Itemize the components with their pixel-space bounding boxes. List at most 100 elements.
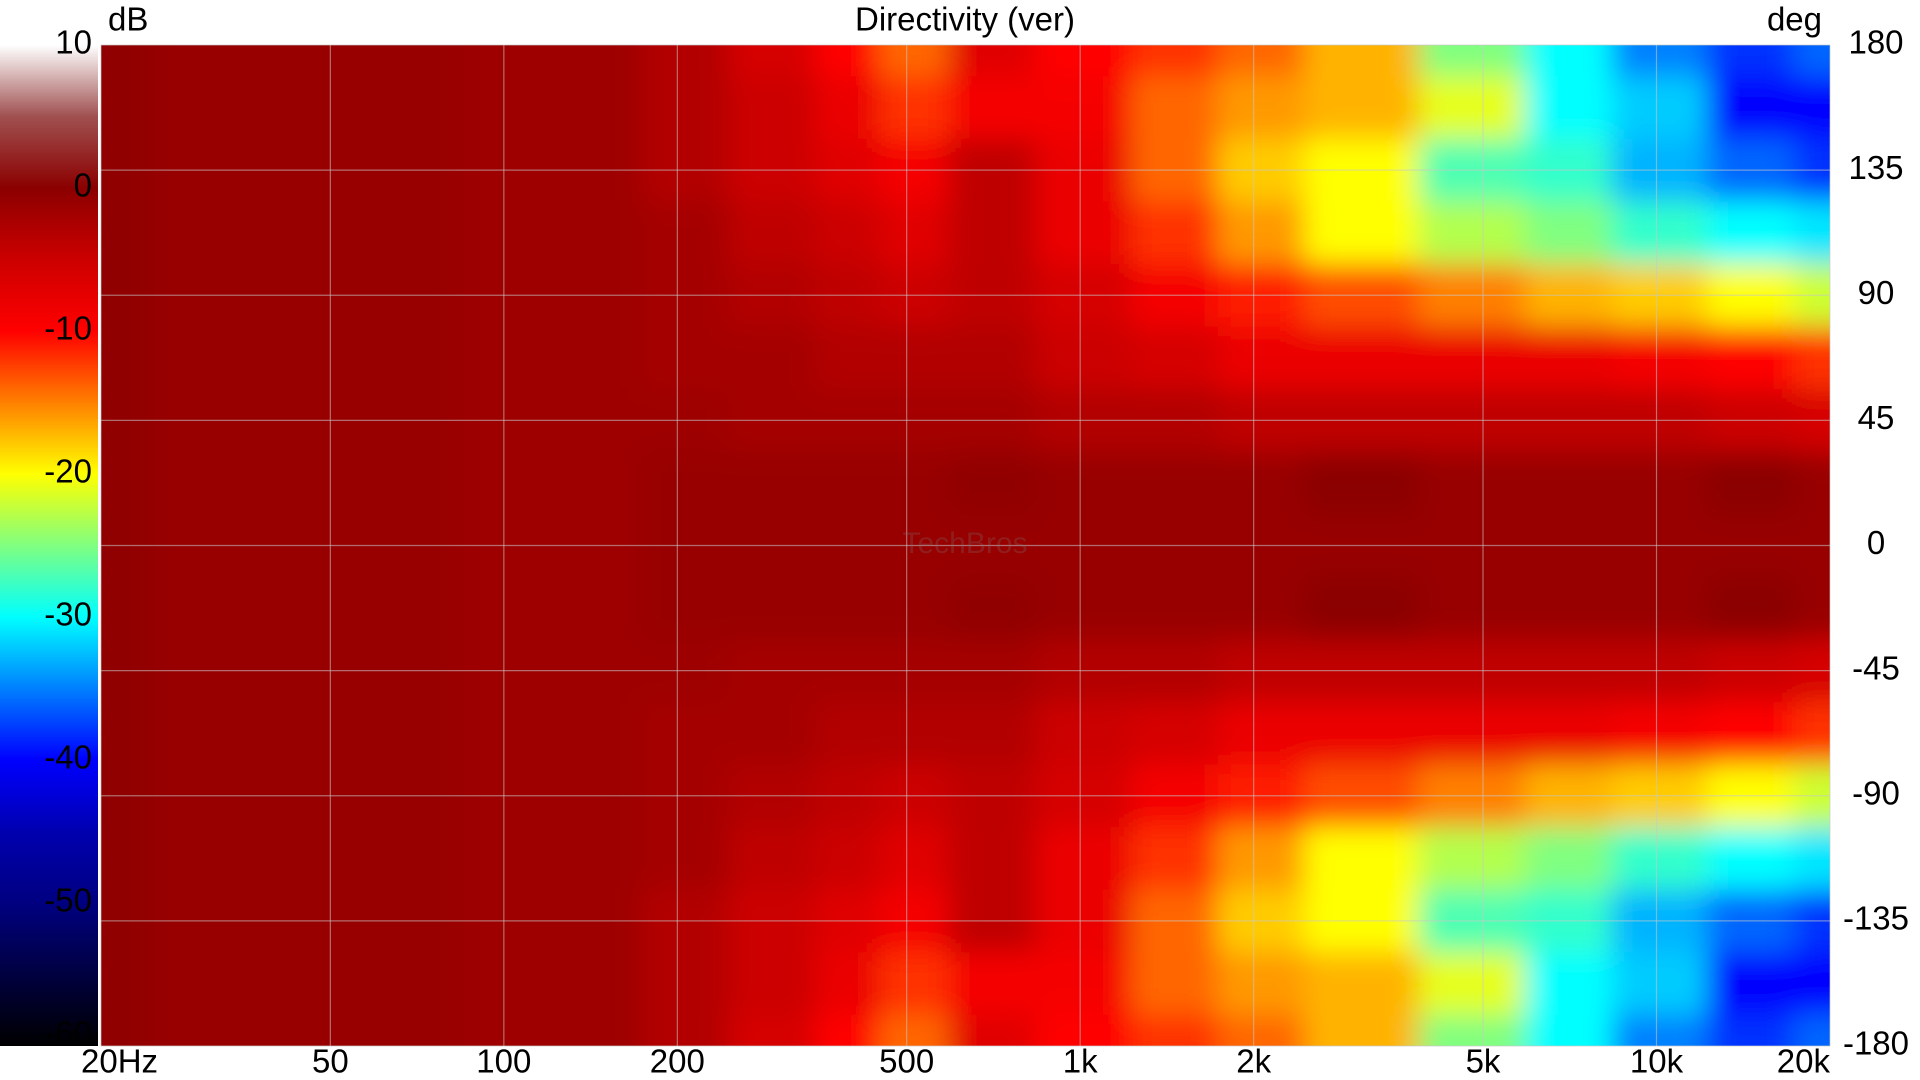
heatmap-cell [151, 76, 267, 140]
heatmap-cell [1130, 76, 1219, 140]
plot-area [101, 45, 1830, 1046]
heatmap-cell [1525, 451, 1613, 515]
heatmap-cell [266, 451, 373, 515]
heatmap-cell [459, 76, 556, 140]
heatmap-cell [1130, 45, 1219, 77]
heatmap-cell [1793, 45, 1830, 77]
heatmap-cell [641, 576, 729, 640]
heatmap-cell [814, 1014, 880, 1046]
heatmap-cell [878, 952, 950, 1016]
heatmap-cell [1707, 1014, 1795, 1046]
heatmap-cell [151, 827, 267, 891]
heatmap-cell [878, 45, 950, 77]
heatmap-cell [266, 45, 373, 77]
y-tick-label: -135 [1843, 900, 1909, 937]
heatmap-cell [728, 76, 816, 140]
heatmap-cell [1793, 827, 1830, 891]
heatmap-cell [948, 201, 1037, 265]
heatmap-cell [1525, 326, 1613, 390]
heatmap-cell [728, 1014, 816, 1046]
heatmap-cell [1707, 76, 1795, 140]
heatmap-cell [101, 576, 153, 640]
heatmap-cell [1707, 701, 1795, 765]
heatmap-cell [814, 451, 880, 515]
heatmap-cell [1793, 451, 1830, 515]
heatmap-cell [1525, 45, 1613, 77]
heatmap-cell [459, 45, 556, 77]
y-tick-label: 90 [1858, 274, 1895, 311]
x-tick-label: 20Hz [81, 1043, 158, 1080]
heatmap-cell [728, 701, 816, 765]
colorbar [0, 45, 98, 1046]
heatmap-cell [1035, 45, 1132, 77]
heatmap-cell [814, 701, 880, 765]
heatmap-cell [728, 576, 816, 640]
colorbar-tick-label: 10 [55, 24, 92, 61]
heatmap-cell [1419, 952, 1526, 1016]
heatmap-cell [101, 451, 153, 515]
heatmap-cell [728, 201, 816, 265]
heatmap-cell [1611, 576, 1708, 640]
heatmap-cell [1304, 827, 1420, 891]
colorbar-tick-label: 0 [74, 167, 92, 204]
heatmap-cell [1035, 326, 1132, 390]
heatmap-cell [1525, 952, 1613, 1016]
heatmap-cell [641, 201, 729, 265]
colorbar-tick-label: -20 [44, 453, 92, 490]
heatmap-cell [554, 201, 642, 265]
heatmap-cell [101, 201, 153, 265]
heatmap-cell [1611, 451, 1708, 515]
y-axis-label: deg [1767, 1, 1822, 38]
heatmap-cell [372, 326, 460, 390]
heatmap-cell [266, 827, 373, 891]
colorbar-tick-label: -10 [44, 310, 92, 347]
heatmap-cell [1611, 1014, 1708, 1046]
heatmap-cell [101, 1014, 153, 1046]
heatmap-cell [1304, 451, 1420, 515]
heatmap-cell [948, 451, 1037, 515]
heatmap-cell [554, 827, 642, 891]
heatmap-cell [372, 451, 460, 515]
colorbar-tick-label: -30 [44, 596, 92, 633]
heatmap-cell [266, 326, 373, 390]
heatmap-cell [554, 701, 642, 765]
heatmap-cell [948, 701, 1037, 765]
heatmap-cell [101, 326, 153, 390]
heatmap-cell [1217, 576, 1305, 640]
heatmap-cell [1217, 201, 1305, 265]
heatmap-cell [459, 701, 556, 765]
y-tick-label: 45 [1858, 399, 1895, 436]
heatmap-cell [878, 827, 950, 891]
heatmap-cell [1707, 326, 1795, 390]
heatmap-cell [1130, 952, 1219, 1016]
colorbar-label: dB [108, 1, 148, 38]
heatmap-cell [1217, 451, 1305, 515]
heatmap-cell [1611, 952, 1708, 1016]
heatmap-cell [1217, 45, 1305, 77]
colorbar-tick-label: -60 [44, 1015, 92, 1052]
y-tick-label: -180 [1843, 1025, 1909, 1062]
heatmap-cell [728, 451, 816, 515]
heatmap-cell [948, 952, 1037, 1016]
x-tick-label: 500 [879, 1043, 934, 1080]
heatmap-cell [266, 952, 373, 1016]
heatmap-cell [151, 45, 267, 77]
heatmap-cell [1419, 1014, 1526, 1046]
heatmap-cell [1793, 701, 1830, 765]
heatmap-cell [728, 827, 816, 891]
y-tick-label: -45 [1852, 649, 1900, 686]
heatmap-cell [372, 576, 460, 640]
heatmap-cell [459, 451, 556, 515]
heatmap-cell [1611, 701, 1708, 765]
heatmap-cell [1707, 952, 1795, 1016]
heatmap-cell [641, 76, 729, 140]
heatmap-cell [1793, 1014, 1830, 1046]
heatmap-cell [1525, 827, 1613, 891]
heatmap-cell [878, 1014, 950, 1046]
heatmap-cell [1304, 326, 1420, 390]
colorbar-tick-label: -50 [44, 882, 92, 919]
heatmap-cell [1525, 701, 1613, 765]
heatmap-cell [1611, 201, 1708, 265]
heatmap-cell [1419, 701, 1526, 765]
